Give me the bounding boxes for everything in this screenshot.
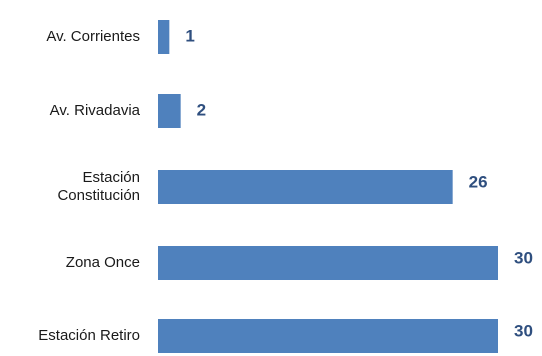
bar xyxy=(158,246,498,280)
category-label: Zona Once xyxy=(66,254,140,271)
category-label: Estación xyxy=(82,169,140,186)
value-label: 2 xyxy=(197,100,206,119)
value-label: 1 xyxy=(185,26,194,45)
category-label: Constitución xyxy=(57,187,140,204)
category-label: Av. Corrientes xyxy=(46,28,140,45)
bar xyxy=(158,170,453,204)
bar xyxy=(158,94,181,128)
value-label: 30 xyxy=(514,321,533,340)
value-label: 30 xyxy=(514,248,533,267)
bar xyxy=(158,319,498,353)
bar xyxy=(158,20,170,54)
value-label: 26 xyxy=(469,172,488,191)
category-label: Estación Retiro xyxy=(38,327,140,344)
category-label: Av. Rivadavia xyxy=(50,102,141,119)
